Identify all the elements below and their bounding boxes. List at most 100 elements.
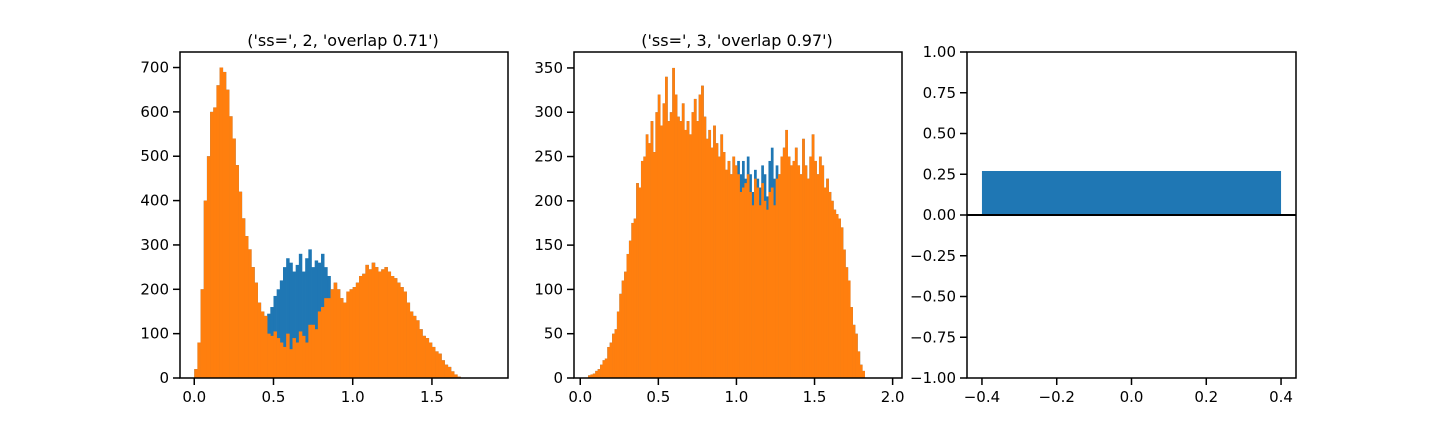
histogram-bar — [612, 333, 615, 378]
histogram-bar — [792, 160, 796, 378]
histogram-bar — [833, 209, 837, 378]
y-tick-label: 200 — [534, 192, 563, 210]
histogram-bar — [241, 218, 246, 378]
histogram-bar — [362, 273, 366, 378]
y-tick-label: 150 — [534, 236, 563, 254]
histogram-bar — [717, 156, 721, 378]
histogram-bar — [729, 174, 733, 378]
histogram-bar — [703, 116, 707, 379]
histogram-bar — [305, 342, 309, 378]
histogram-bar — [279, 280, 284, 378]
histogram-bar — [850, 307, 853, 378]
histogram-bar — [689, 134, 692, 378]
y-tick-label: −0.25 — [910, 247, 956, 265]
histogram-bar — [828, 191, 832, 378]
histogram-bar — [816, 174, 820, 378]
histogram-bar — [763, 200, 767, 378]
histogram-bar — [739, 191, 743, 378]
x-tick-label: 1.0 — [725, 388, 749, 406]
x-tick-label: 0.2 — [1194, 388, 1218, 406]
histogram-bar — [713, 125, 716, 378]
x-tick-label: 2.0 — [881, 388, 905, 406]
histogram-bar — [283, 346, 287, 378]
histogram-bar — [782, 147, 786, 378]
histogram-bar — [330, 289, 334, 378]
histogram-bar — [640, 160, 644, 378]
x-tick-label: −0.4 — [964, 388, 1000, 406]
axes-frame — [573, 51, 903, 379]
histogram-bar — [684, 129, 687, 378]
histogram-bar — [722, 152, 726, 378]
histogram-bar — [384, 267, 388, 378]
histogram-bar — [346, 291, 350, 378]
histogram-bar — [677, 116, 680, 379]
histogram-bar — [295, 264, 300, 378]
histogram-bar — [203, 200, 208, 378]
histogram-bar — [595, 370, 598, 378]
histogram-bar — [773, 205, 776, 378]
histogram-bar — [298, 331, 303, 378]
histogram-bar — [213, 107, 217, 378]
histogram-bar — [289, 262, 293, 378]
histogram-bar — [602, 360, 606, 378]
histogram-bar — [251, 267, 255, 378]
histogram-bar — [643, 156, 647, 378]
histogram-bar — [232, 138, 236, 378]
histogram-bar — [818, 156, 822, 378]
histogram-bar — [758, 205, 762, 378]
histogram-bar — [286, 333, 290, 378]
histogram-bar — [672, 67, 675, 378]
histogram-bar — [638, 187, 642, 378]
histogram-bar — [797, 165, 801, 378]
y-tick-label: 0 — [553, 369, 563, 387]
histogram-bar — [809, 156, 813, 378]
histogram-bar — [696, 121, 700, 378]
histogram-bar — [766, 209, 769, 378]
histogram-bar — [431, 346, 436, 378]
histogram-bar — [286, 258, 290, 378]
y-tick-label: 1.00 — [923, 43, 956, 61]
histogram-bar — [621, 280, 625, 378]
panel-3-marks — [967, 170, 1296, 216]
histogram-bar — [626, 253, 630, 378]
histogram-bar — [273, 331, 277, 378]
histogram-bar — [450, 371, 455, 378]
x-tick-label: 1.0 — [341, 388, 365, 406]
histogram-bar — [686, 121, 690, 378]
histogram-bar — [317, 311, 322, 378]
histogram-bar — [206, 156, 211, 378]
histogram-bar — [710, 147, 714, 378]
y-tick-label: 100 — [534, 280, 563, 298]
histogram-bar — [737, 174, 740, 378]
histogram-bar — [314, 329, 319, 378]
histogram-bar — [787, 156, 791, 378]
histogram-bar — [308, 249, 312, 378]
histogram-bar — [409, 311, 414, 378]
histogram-bar — [667, 121, 671, 378]
histogram-bar — [435, 351, 439, 378]
histogram-bar — [447, 366, 452, 378]
histogram-bar — [374, 267, 379, 378]
histogram-bar — [607, 346, 611, 378]
histogram-bar — [705, 138, 709, 378]
panel-1-marks — [194, 67, 461, 379]
histogram-bar — [855, 333, 858, 378]
histogram-bar — [631, 222, 635, 378]
histogram-bar — [811, 134, 815, 378]
histogram-bar — [633, 218, 637, 378]
histogram-bar — [794, 147, 798, 378]
histogram-bar — [349, 289, 354, 378]
histogram-bar — [845, 267, 849, 378]
histogram-bar — [248, 249, 252, 378]
histogram-bar — [390, 275, 395, 378]
histogram-bar — [600, 364, 603, 378]
histogram-bar — [406, 302, 411, 378]
histogram-bar — [365, 264, 369, 378]
x-tick-label: −0.2 — [1039, 388, 1075, 406]
histogram-bar — [444, 364, 449, 378]
y-tick-label: 100 — [140, 325, 169, 343]
histogram-bar — [770, 187, 774, 378]
histogram-bar — [775, 178, 779, 378]
histogram-bar — [222, 71, 227, 379]
histogram-bar — [403, 291, 407, 378]
